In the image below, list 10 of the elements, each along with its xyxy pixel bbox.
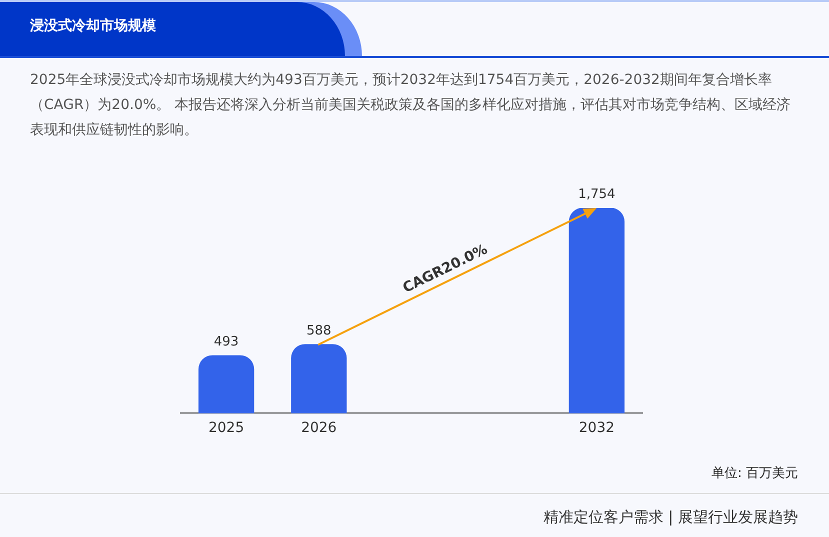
text: 单位: 百万美元 xyxy=(711,465,798,483)
x-tick-label: 2026 xyxy=(301,420,337,436)
data-label: 1,754 xyxy=(578,186,616,202)
x-tick-label: 2032 xyxy=(578,420,615,436)
data-label: 493 xyxy=(214,334,239,350)
x-tick-label: 2025 xyxy=(208,420,244,436)
text: 精准定位客户需求 | 展望行业发展趋势 xyxy=(543,507,798,527)
data-label: 588 xyxy=(306,323,332,338)
chart-title: 浸没式冷却市场规模 xyxy=(30,16,156,36)
chart-subtitle: 2025年全球浸没式冷却市场规模大约为493百万美元，预计2032年达到1754百万美元，2026-2032期间年复合增长率（CAGR）为20.0%。 本报告还将深入分析当前美国关税政策及各国的多样化应对措施，评估其对市场竞争结构、区域经济表现和供应链韧性的影响。 xyxy=(30,71,792,140)
